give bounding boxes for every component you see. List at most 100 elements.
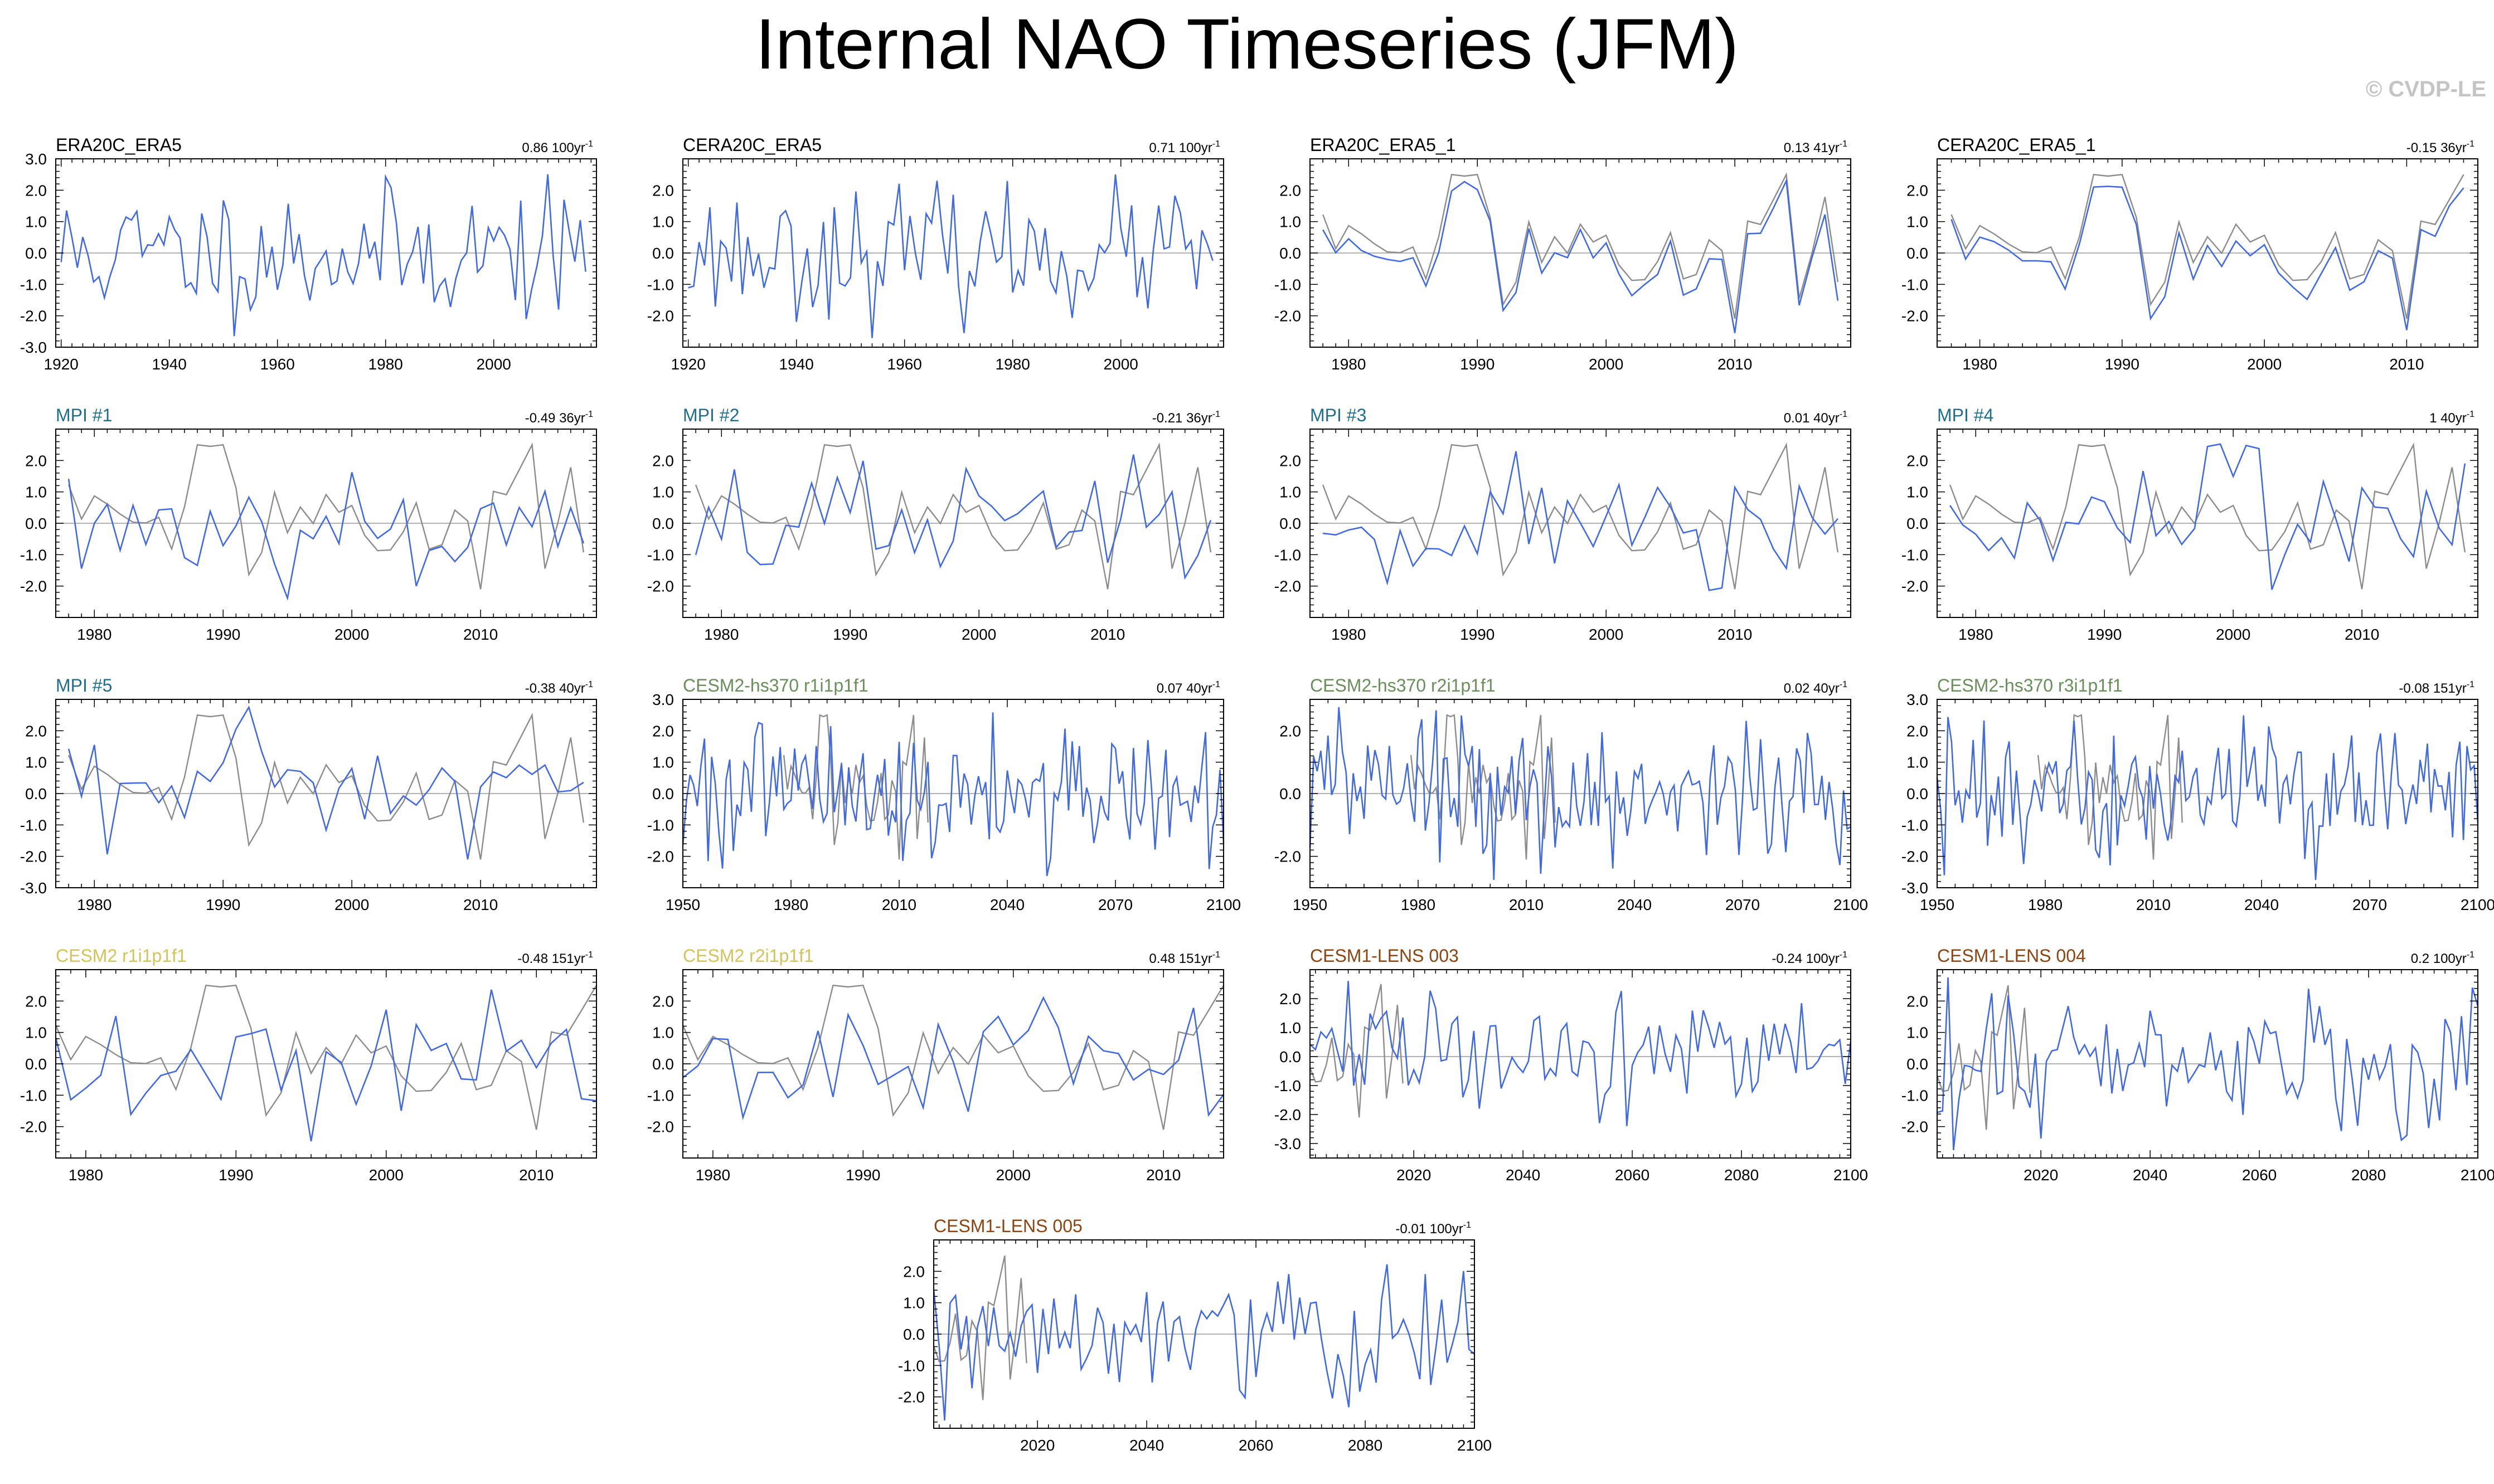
y-tick-label: 0.0 — [652, 1055, 674, 1073]
x-tick-label: 1990 — [2087, 626, 2122, 643]
x-tick-label: 2100 — [1457, 1437, 1492, 1454]
x-tick-label: 1990 — [1460, 626, 1495, 643]
y-tick-label: -1.0 — [647, 276, 674, 293]
x-tick-label: 1980 — [1962, 356, 1997, 373]
y-tick-label: -1.0 — [20, 816, 47, 834]
series-title: CESM2-hs370 r2i1p1f1 — [1310, 675, 1496, 695]
x-tick-label: 2010 — [1509, 896, 1544, 913]
x-tick-label: 2000 — [996, 1166, 1031, 1184]
observation-line — [1309, 984, 1404, 1118]
y-tick-label: 1.0 — [1279, 1019, 1301, 1037]
trend-label: 0.71 100yr-1 — [1149, 139, 1220, 155]
trend-unit: -1 — [2467, 950, 2474, 960]
y-tick-label: 0.0 — [25, 515, 47, 532]
x-tick-label: 1980 — [1331, 626, 1366, 643]
model-line — [1950, 186, 2464, 330]
y-tick-label: -2.0 — [1901, 308, 1928, 325]
y-tick-label: 3.0 — [1906, 691, 1928, 708]
x-tick-label: 2060 — [1239, 1437, 1273, 1454]
x-tick-label: 2020 — [1020, 1437, 1055, 1454]
x-tick-label: 1980 — [696, 1166, 730, 1184]
trend-label: -0.48 151yr-1 — [517, 950, 593, 966]
model-line — [55, 989, 597, 1142]
chart-panel: MPI #1 -0.49 36yr-1 1980 1990 2000 2010 -2.0 -1… — [20, 405, 597, 643]
chart-panel: MPI #3 0.01 40yr-1 1980 1990 2000 2010 -2.0 -1.… — [1274, 405, 1851, 643]
x-tick-label: 1980 — [77, 896, 111, 913]
y-tick-label: -2.0 — [647, 308, 674, 325]
x-tick-label: 1990 — [2105, 356, 2139, 373]
x-tick-label: 2080 — [1348, 1437, 1382, 1454]
y-tick-label: -1.0 — [1901, 546, 1928, 563]
y-tick-label: -2.0 — [1274, 848, 1301, 865]
chart-panel: ERA20C_ERA5_1 0.13 41yr-1 1980 1990 2000 2010… — [1274, 135, 1851, 373]
observation-line — [1949, 442, 2466, 590]
y-tick-label: 2.0 — [1906, 452, 1928, 469]
x-tick-label: 2100 — [1833, 1166, 1868, 1184]
y-tick-label: -1.0 — [1901, 816, 1928, 834]
y-tick-label: -1.0 — [898, 1357, 925, 1374]
chart-panel: CESM2-hs370 r1i1p1f1 0.07 40yr-1 1950 1980 2… — [647, 675, 1241, 913]
x-tick-label: 2000 — [2216, 626, 2250, 643]
x-tick-label: 2010 — [1146, 1166, 1181, 1184]
y-tick-label: 0.0 — [1906, 785, 1928, 802]
y-tick-label: 2.0 — [652, 992, 674, 1010]
model-line — [1322, 178, 1839, 333]
observation-line — [933, 1255, 1027, 1400]
model-line — [1937, 977, 2479, 1151]
series-title: MPI #4 — [1937, 405, 1993, 425]
x-tick-label: 1950 — [1920, 896, 1954, 913]
x-tick-label: 2040 — [990, 896, 1025, 913]
chart-panel: MPI #2 -0.21 36yr-1 1980 1990 2000 2010 -2.0 -1… — [647, 405, 1224, 643]
trend-unit: -1 — [1212, 680, 1220, 689]
observation-line — [695, 442, 1212, 590]
y-tick-label: 0.0 — [652, 245, 674, 262]
y-tick-label: 2.0 — [25, 722, 47, 739]
trend-unit: -1 — [585, 680, 593, 689]
x-tick-label: 2040 — [1129, 1437, 1164, 1454]
chart-panel: CESM1-LENS 004 0.2 100yr-1 2020 2040 2060 208… — [1901, 946, 2494, 1184]
x-tick-label: 2000 — [2247, 356, 2282, 373]
y-tick-label: 0.0 — [903, 1326, 925, 1343]
chart-panel: MPI #5 -0.38 40yr-1 1980 1990 2000 2010 -3.0 -2… — [20, 675, 597, 913]
x-tick-label: 2000 — [1589, 626, 1623, 643]
x-tick-label: 1980 — [1331, 356, 1366, 373]
x-tick-label: 2100 — [1833, 896, 1868, 913]
chart-panel: CERA20C_ERA5 0.71 100yr-1 1920 1940 1960 1980… — [647, 135, 1224, 373]
x-tick-label: 1920 — [44, 356, 79, 373]
x-tick-label: 2010 — [1090, 626, 1125, 643]
y-tick-label: 1.0 — [1906, 213, 1928, 231]
observation-line — [67, 713, 585, 860]
y-tick-label: 1.0 — [652, 754, 674, 771]
series-title: CESM2-hs370 r3i1p1f1 — [1937, 675, 2123, 695]
y-tick-label: -3.0 — [1274, 1135, 1301, 1152]
x-tick-label: 2070 — [1098, 896, 1133, 913]
trend-unit: -1 — [2467, 139, 2474, 149]
observation-line — [1950, 173, 2464, 319]
trend-label: 0.48 151yr-1 — [1149, 950, 1220, 966]
y-tick-label: -2.0 — [647, 1118, 674, 1136]
y-tick-label: -2.0 — [1274, 578, 1301, 595]
trend-unit: -1 — [1212, 139, 1220, 149]
y-tick-label: -1.0 — [1274, 546, 1301, 563]
observation-line — [682, 984, 1225, 1130]
y-tick-label: -1.0 — [20, 546, 47, 563]
y-tick-label: -1.0 — [647, 816, 674, 834]
y-tick-label: 1.0 — [1279, 213, 1301, 231]
x-tick-label: 2070 — [2352, 896, 2387, 913]
model-line — [67, 472, 585, 601]
y-tick-label: 1.0 — [1906, 1024, 1928, 1042]
series-title: MPI #5 — [56, 675, 112, 695]
y-tick-label: 1.0 — [1906, 484, 1928, 501]
y-tick-label: -2.0 — [20, 848, 47, 865]
trend-label: 0.86 100yr-1 — [522, 139, 593, 155]
series-title: MPI #2 — [683, 405, 739, 425]
x-tick-label: 2060 — [2242, 1166, 2277, 1184]
series-title: CESM2 r2i1p1f1 — [683, 946, 814, 966]
trend-label: -0.38 40yr-1 — [525, 680, 593, 696]
trend-unit: -1 — [1212, 950, 1220, 960]
model-line — [1949, 443, 2466, 590]
x-tick-label: 2020 — [1396, 1166, 1431, 1184]
trend-unit: -1 — [585, 950, 593, 960]
model-line — [688, 174, 1214, 338]
